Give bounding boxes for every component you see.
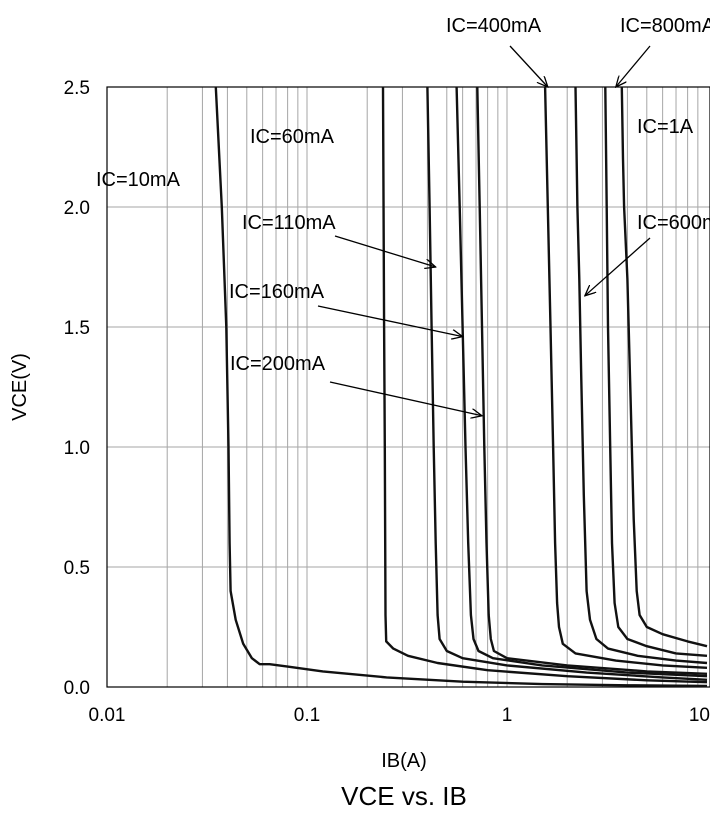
series-line-ic-200ma [476,86,708,675]
series-line-ic-160ma [455,86,708,678]
y-tick-label: 2.0 [64,198,90,219]
annotation-arrow-ic-160ma [317,305,463,337]
annotation-label-ic-160ma: IC=160mA [229,281,325,303]
plot-area-frame [106,86,710,688]
x-tick-label: 10 [689,705,710,726]
annotation-label-ic-400ma: IC=400mA [446,15,542,37]
series-line-ic-110ma [426,86,708,681]
annotation-arrow-ic-110ma [334,235,436,267]
annotation-label-ic-10ma: IC=10mA [96,169,181,191]
series-lines [214,86,708,688]
annotation-label-ic-60ma: IC=60mA [250,126,335,148]
series-line-ic-60ma [381,86,708,684]
annotation-arrow-ic-600ma [585,237,651,296]
y-tick-label: 2.5 [64,78,90,99]
series-line-ic-600ma [574,86,708,665]
annotation-arrow-ic-200ma [329,381,482,416]
y-tick-label: 1.0 [64,438,90,459]
y-axis-ticks: 0.0 0.5 1.0 1.5 2.0 2.5 [64,78,90,699]
x-axis-ticks: 0.01 0.1 1 10 [89,705,710,726]
grid [107,87,710,687]
chart-title: VCE vs. IB [341,781,467,811]
annotation-label-ic-800ma: IC=800mA [620,15,710,37]
annotation-arrow-ic-800ma [616,45,651,87]
x-tick-label: 1 [502,705,513,726]
y-tick-label: 1.5 [64,318,90,339]
series-line-ic-800ma [604,86,708,657]
y-axis-label: VCE(V) [9,353,31,421]
series-line-ic-1a [620,86,708,648]
series-line-ic-400ma [543,86,708,669]
x-axis-label: IB(A) [381,750,427,772]
x-tick-label: 0.01 [89,705,126,726]
annotation-label-ic-600ma: IC=600mA [637,212,710,234]
y-tick-label: 0.5 [64,558,90,579]
annotation-arrows [317,45,651,416]
annotation-label-ic-110ma: IC=110mA [242,212,336,234]
annotation-labels: IC=400mA IC=800mA IC=60mA IC=1A IC=10mA IC=11… [96,15,710,375]
y-tick-label: 0.0 [64,678,90,699]
x-tick-label: 0.1 [294,705,320,726]
annotation-label-ic-1a: IC=1A [637,116,694,138]
series-line-ic-10ma [214,86,708,688]
annotation-arrow-ic-400ma [509,45,548,87]
annotation-label-ic-200ma: IC=200mA [230,353,326,375]
